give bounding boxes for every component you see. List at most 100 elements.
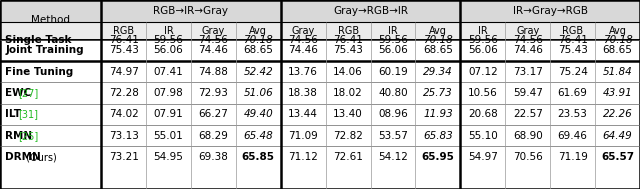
Text: 70.56: 70.56 <box>513 152 543 162</box>
Text: 60.19: 60.19 <box>378 67 408 77</box>
Text: 74.46: 74.46 <box>513 45 543 55</box>
Text: 40.80: 40.80 <box>378 88 408 98</box>
Text: 59.56: 59.56 <box>468 35 498 45</box>
Text: 73.17: 73.17 <box>513 67 543 77</box>
Text: 10.56: 10.56 <box>468 88 498 98</box>
Text: 65.57: 65.57 <box>601 152 634 162</box>
Text: 75.43: 75.43 <box>333 45 363 55</box>
Text: Method: Method <box>31 15 70 25</box>
Text: 07.12: 07.12 <box>468 67 498 77</box>
Text: 43.91: 43.91 <box>603 88 632 98</box>
Text: 64.49: 64.49 <box>603 131 632 141</box>
Text: 68.65: 68.65 <box>603 45 632 55</box>
Text: 07.41: 07.41 <box>154 67 183 77</box>
Text: 72.82: 72.82 <box>333 131 363 141</box>
Text: 74.02: 74.02 <box>109 109 138 119</box>
Text: 72.28: 72.28 <box>109 88 138 98</box>
Text: RMN: RMN <box>5 131 32 141</box>
Text: IR: IR <box>478 26 488 36</box>
Text: IR: IR <box>164 26 173 36</box>
Text: 69.38: 69.38 <box>198 152 228 162</box>
Text: 49.40: 49.40 <box>243 109 273 119</box>
Text: 23.53: 23.53 <box>557 109 588 119</box>
Text: IR: IR <box>388 26 398 36</box>
Text: Gray: Gray <box>292 26 315 36</box>
Text: EWC: EWC <box>5 88 31 98</box>
Text: 13.44: 13.44 <box>288 109 318 119</box>
Text: 76.41: 76.41 <box>557 35 588 45</box>
Text: 69.46: 69.46 <box>557 131 588 141</box>
Text: 51.84: 51.84 <box>603 67 632 77</box>
Text: RGB: RGB <box>337 26 358 36</box>
Text: 65.85: 65.85 <box>242 152 275 162</box>
Text: 51.06: 51.06 <box>243 88 273 98</box>
Text: 70.18: 70.18 <box>243 35 273 45</box>
Text: 73.21: 73.21 <box>109 152 138 162</box>
Text: 61.69: 61.69 <box>557 88 588 98</box>
Text: 59.56: 59.56 <box>378 35 408 45</box>
Text: 07.98: 07.98 <box>154 88 183 98</box>
Text: 20.68: 20.68 <box>468 109 498 119</box>
Text: Gray: Gray <box>516 26 540 36</box>
Text: 68.65: 68.65 <box>243 45 273 55</box>
Text: 75.43: 75.43 <box>109 45 138 55</box>
Text: ILT: ILT <box>5 109 21 119</box>
Text: 68.29: 68.29 <box>198 131 228 141</box>
Text: 53.57: 53.57 <box>378 131 408 141</box>
Text: 25.73: 25.73 <box>423 88 452 98</box>
Text: 11.93: 11.93 <box>423 109 452 119</box>
Text: 72.61: 72.61 <box>333 152 363 162</box>
Text: Gray: Gray <box>202 26 225 36</box>
Text: Avg: Avg <box>250 26 268 36</box>
Text: 74.88: 74.88 <box>198 67 228 77</box>
Text: 22.57: 22.57 <box>513 109 543 119</box>
Text: 56.06: 56.06 <box>468 45 498 55</box>
Bar <box>0 0 640 22</box>
Text: 14.06: 14.06 <box>333 67 363 77</box>
Text: 54.95: 54.95 <box>154 152 184 162</box>
Text: Fine Tuning: Fine Tuning <box>5 67 74 77</box>
Text: 54.97: 54.97 <box>468 152 498 162</box>
Text: Avg: Avg <box>609 26 627 36</box>
Text: RGB: RGB <box>113 26 134 36</box>
Text: 66.27: 66.27 <box>198 109 228 119</box>
Text: 71.09: 71.09 <box>289 131 318 141</box>
Bar <box>0 22 640 40</box>
Text: 08.96: 08.96 <box>378 109 408 119</box>
Text: 59.47: 59.47 <box>513 88 543 98</box>
Text: 74.46: 74.46 <box>288 45 318 55</box>
Text: 68.90: 68.90 <box>513 131 543 141</box>
Text: 70.18: 70.18 <box>603 35 632 45</box>
Text: Gray→RGB→IR: Gray→RGB→IR <box>333 6 408 16</box>
Text: 18.38: 18.38 <box>288 88 318 98</box>
Text: 18.02: 18.02 <box>333 88 363 98</box>
Text: 13.76: 13.76 <box>288 67 318 77</box>
Text: 76.41: 76.41 <box>333 35 363 45</box>
Text: 68.65: 68.65 <box>423 45 453 55</box>
Text: 76.41: 76.41 <box>109 35 138 45</box>
Text: 54.12: 54.12 <box>378 152 408 162</box>
Text: 74.46: 74.46 <box>198 45 228 55</box>
Text: DRMN: DRMN <box>5 152 41 162</box>
Text: 65.48: 65.48 <box>243 131 273 141</box>
Text: 65.83: 65.83 <box>423 131 452 141</box>
Text: Joint Training: Joint Training <box>5 45 84 55</box>
Text: [27]: [27] <box>19 88 38 98</box>
Text: 74.56: 74.56 <box>198 35 228 45</box>
Text: [25]: [25] <box>19 131 38 141</box>
Text: (Ours): (Ours) <box>23 152 57 162</box>
Text: IR→Gray→RGB: IR→Gray→RGB <box>513 6 588 16</box>
Text: 72.93: 72.93 <box>198 88 228 98</box>
Text: 71.19: 71.19 <box>557 152 588 162</box>
Text: 75.43: 75.43 <box>557 45 588 55</box>
Text: 56.06: 56.06 <box>378 45 408 55</box>
Text: 55.01: 55.01 <box>154 131 183 141</box>
Text: 73.13: 73.13 <box>109 131 138 141</box>
Text: 75.24: 75.24 <box>557 67 588 77</box>
Text: Single Task: Single Task <box>5 35 72 45</box>
Text: 22.26: 22.26 <box>603 109 632 119</box>
Text: 74.97: 74.97 <box>109 67 138 77</box>
Text: 29.34: 29.34 <box>423 67 452 77</box>
Text: 59.56: 59.56 <box>154 35 184 45</box>
Text: 71.12: 71.12 <box>288 152 318 162</box>
